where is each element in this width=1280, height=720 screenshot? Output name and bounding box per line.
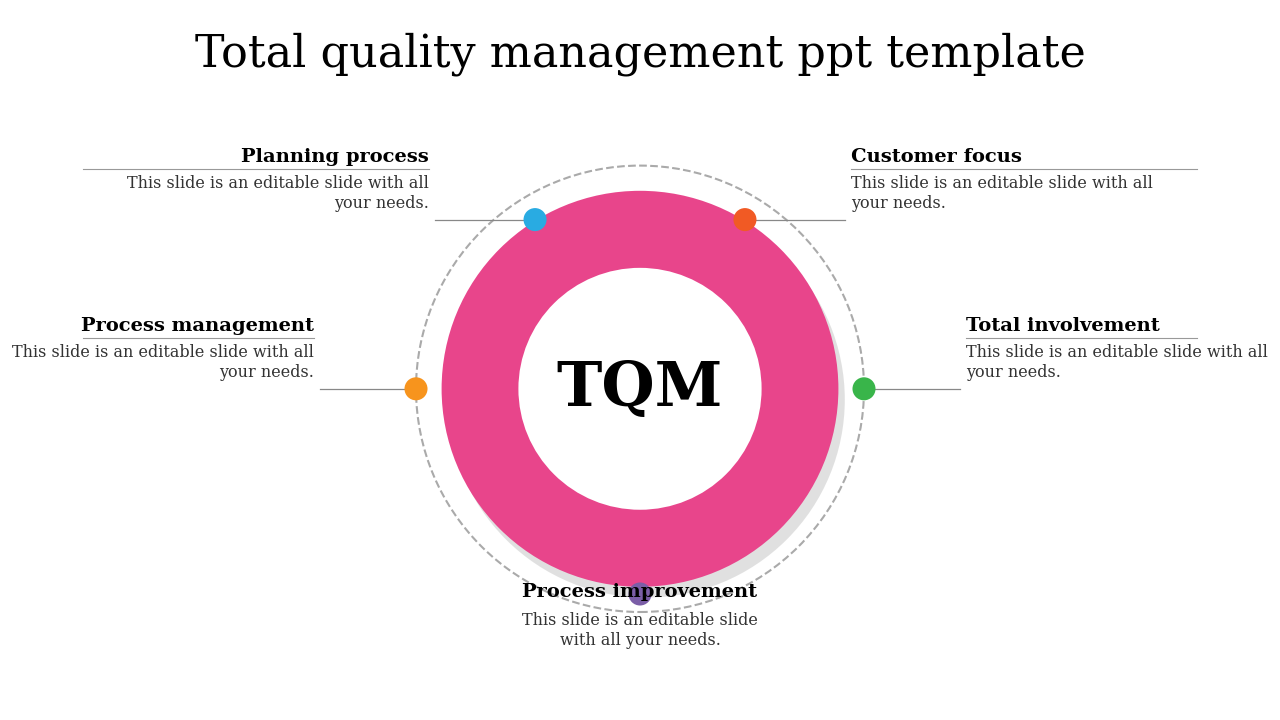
Ellipse shape [442,191,838,587]
Ellipse shape [852,377,876,400]
Text: This slide is an editable slide with all
your needs.: This slide is an editable slide with all… [851,175,1153,212]
Text: This slide is an editable slide with all
your needs.: This slide is an editable slide with all… [12,344,314,381]
Ellipse shape [733,208,756,231]
Ellipse shape [524,208,547,231]
Text: This slide is an editable slide
with all your needs.: This slide is an editable slide with all… [522,612,758,649]
Text: Process improvement: Process improvement [522,583,758,601]
Text: Total involvement: Total involvement [966,317,1160,335]
Text: TQM: TQM [557,359,723,419]
Text: Total quality management ppt template: Total quality management ppt template [195,32,1085,76]
Ellipse shape [518,268,762,510]
Text: Process management: Process management [81,317,314,335]
Text: Planning process: Planning process [241,148,429,166]
Text: Customer focus: Customer focus [851,148,1021,166]
Text: This slide is an editable slide with all
your needs.: This slide is an editable slide with all… [966,344,1268,381]
Ellipse shape [448,202,845,598]
Ellipse shape [628,582,652,606]
Text: This slide is an editable slide with all
your needs.: This slide is an editable slide with all… [127,175,429,212]
Ellipse shape [404,377,428,400]
